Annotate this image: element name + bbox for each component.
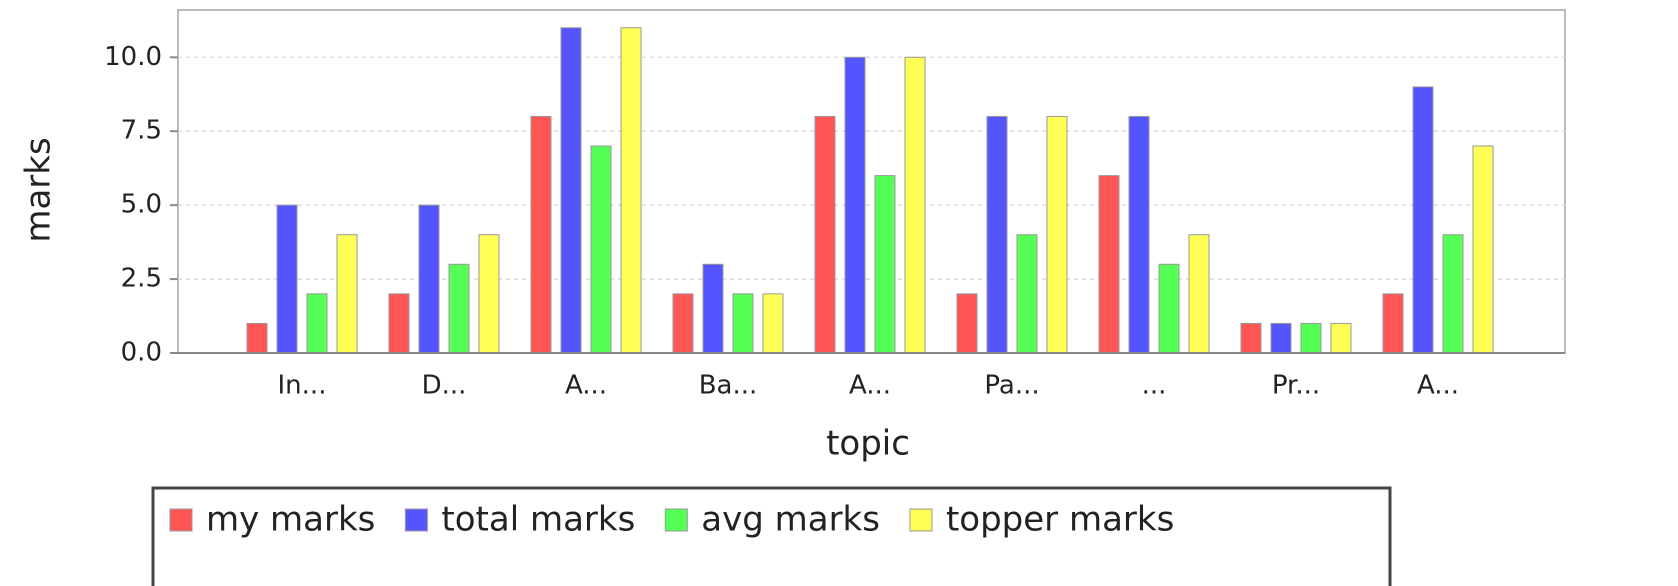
y-tick-label: 0.0 (121, 338, 162, 368)
x-tick-label: In... (278, 371, 327, 401)
x-tick-label: ... (1142, 371, 1167, 401)
legend-swatch (909, 508, 933, 532)
bar (1098, 175, 1120, 354)
bar (1270, 322, 1292, 354)
bar (246, 322, 268, 354)
y-tick-label: 5.0 (121, 190, 162, 220)
bar (732, 293, 754, 354)
bar (1330, 322, 1352, 354)
bar (1240, 322, 1262, 354)
bar (560, 27, 582, 354)
plot-area (177, 9, 1566, 354)
legend-box (151, 486, 1392, 586)
bar (620, 27, 642, 354)
x-tick-label: Pa... (984, 371, 1039, 401)
x-tick-label: A... (565, 371, 607, 401)
bar (1442, 234, 1464, 354)
y-axis-label: marks (19, 137, 59, 242)
bar (276, 204, 298, 354)
bar (1300, 322, 1322, 354)
bar (1188, 234, 1210, 354)
bar (336, 234, 358, 354)
bar (418, 204, 440, 354)
bar (530, 115, 552, 354)
legend-swatch (404, 508, 428, 532)
y-tick-label: 7.5 (121, 116, 162, 146)
bar (844, 56, 866, 354)
bar (814, 115, 836, 354)
bar (1158, 263, 1180, 354)
legend-label: my marks (206, 500, 375, 540)
bar (762, 293, 784, 354)
bar (956, 293, 978, 354)
bar (306, 293, 328, 354)
bar (1412, 86, 1434, 354)
bar (874, 175, 896, 354)
x-tick-label: A... (849, 371, 891, 401)
legend-swatch (169, 508, 193, 532)
x-tick-label: D... (422, 371, 467, 401)
legend-swatch (664, 508, 688, 532)
legend-label: avg marks (701, 500, 880, 540)
y-tick-label: 2.5 (121, 264, 162, 294)
bar (590, 145, 612, 354)
bar (1382, 293, 1404, 354)
bar (702, 263, 724, 354)
bar (672, 293, 694, 354)
y-tick-label: 10.0 (104, 42, 162, 72)
legend-label: topper marks (946, 500, 1174, 540)
bar (904, 56, 926, 354)
bar (986, 115, 1008, 354)
bar (1016, 234, 1038, 354)
x-axis-label: topic (826, 424, 910, 464)
x-tick-label: Ba... (699, 371, 758, 401)
bar (1128, 115, 1150, 354)
x-tick-label: Pr... (1272, 371, 1320, 401)
x-tick-label: A... (1417, 371, 1459, 401)
bar (388, 293, 410, 354)
bar (448, 263, 470, 354)
legend-label: total marks (441, 500, 635, 540)
bar (478, 234, 500, 354)
bar (1472, 145, 1494, 354)
bar (1046, 115, 1068, 354)
